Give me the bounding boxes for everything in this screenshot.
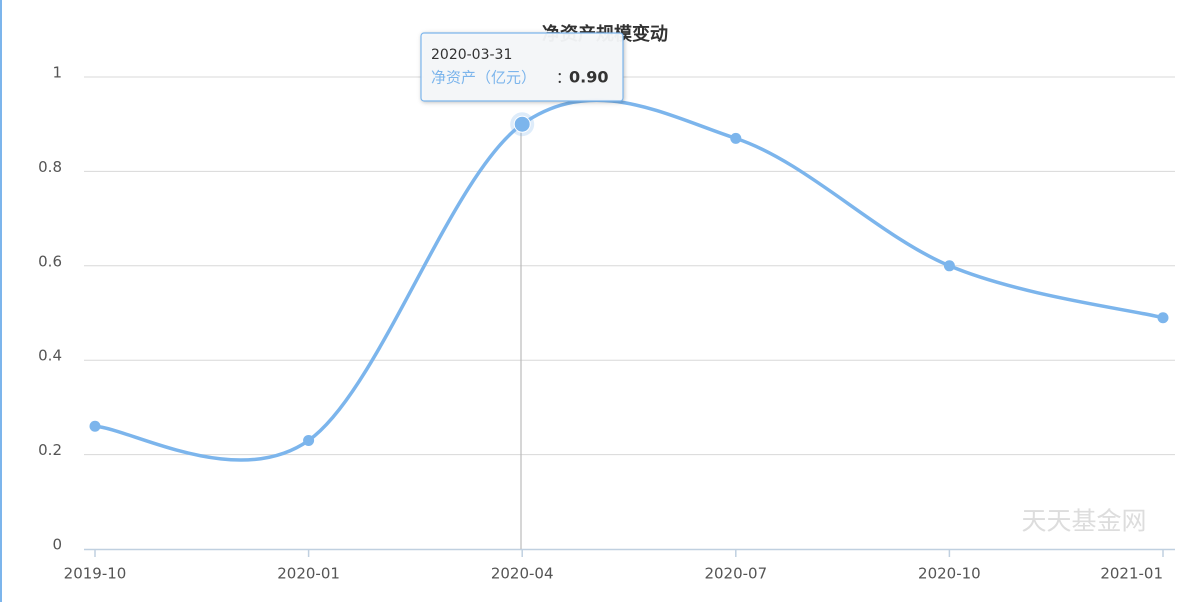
x-tick-label: 2021-01 <box>1100 565 1163 583</box>
tooltip-separator: ： <box>556 69 571 87</box>
y-tick-label: 0.2 <box>38 441 62 459</box>
y-tick-label: 0.8 <box>38 158 62 176</box>
y-tick-label: 0.4 <box>38 347 62 365</box>
y-tick-label: 0 <box>52 536 62 554</box>
plot <box>89 98 1169 462</box>
watermark: 天天基金网 <box>1021 507 1146 536</box>
line <box>94 98 1164 462</box>
point <box>513 115 531 133</box>
x-tick-label: 2019-10 <box>64 565 127 583</box>
point <box>303 434 315 446</box>
tooltip-date: 2020-03-31 <box>431 47 512 63</box>
point <box>730 132 742 144</box>
point <box>943 260 955 272</box>
x-tick-label: 2020-10 <box>918 565 981 583</box>
tooltip-value: 0.90 <box>569 68 608 87</box>
grid: 0 0.2 0.4 0.6 0.8 1 2019-10 2020-01 2020-04 2020-… <box>38 64 1175 583</box>
tooltip: 2020-03-31 净资产（亿元） ： 0.90 <box>420 32 624 102</box>
x-tick-label: 2020-04 <box>491 565 554 583</box>
point <box>1157 312 1169 324</box>
y-tick-label: 0.6 <box>38 252 62 270</box>
tooltip-box <box>420 32 624 102</box>
y-tick-label: 1 <box>52 64 62 82</box>
x-tick-label: 2020-01 <box>277 565 340 583</box>
point <box>89 420 101 432</box>
x-tick-label: 2020-07 <box>704 565 767 583</box>
tooltip-series: 净资产（亿元） <box>431 69 536 87</box>
